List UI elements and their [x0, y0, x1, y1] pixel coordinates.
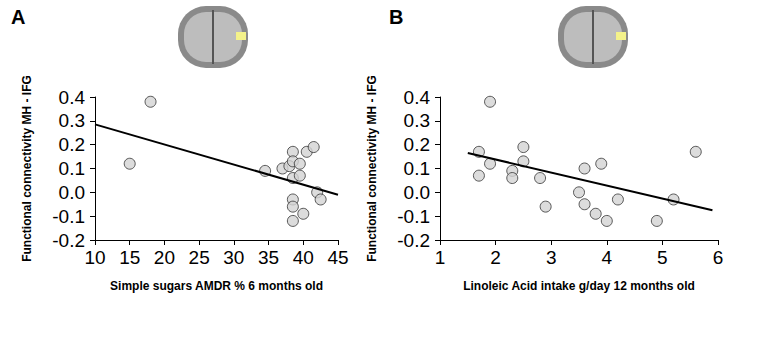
svg-text:0.2: 0.2	[59, 134, 85, 155]
svg-text:Functional connectivity MH - I: Functional connectivity MH - IFG	[20, 75, 34, 262]
svg-text:0.1: 0.1	[59, 158, 85, 179]
svg-text:20: 20	[154, 247, 175, 268]
svg-text:Linoleic Acid intake g/day 12: Linoleic Acid intake g/day 12 months old	[463, 279, 695, 293]
svg-text:5: 5	[657, 247, 668, 268]
svg-text:2: 2	[490, 247, 501, 268]
svg-text:-0.1: -0.1	[397, 206, 430, 227]
svg-text:10: 10	[84, 247, 105, 268]
svg-text:30: 30	[223, 247, 244, 268]
svg-text:-0.1: -0.1	[52, 206, 85, 227]
svg-text:0.1: 0.1	[404, 158, 430, 179]
svg-text:6: 6	[713, 247, 724, 268]
svg-text:A: A	[11, 6, 25, 28]
svg-text:1: 1	[435, 247, 446, 268]
svg-text:0.3: 0.3	[404, 110, 430, 131]
svg-text:0.2: 0.2	[404, 134, 430, 155]
svg-text:0.0: 0.0	[404, 182, 430, 203]
svg-text:3: 3	[546, 247, 557, 268]
svg-text:0.4: 0.4	[59, 87, 86, 108]
svg-text:45: 45	[327, 247, 348, 268]
svg-text:-0.2: -0.2	[397, 230, 430, 251]
svg-text:Functional connectivity MH - I: Functional connectivity MH - IFG	[365, 75, 379, 262]
svg-text:0.4: 0.4	[404, 87, 431, 108]
svg-text:35: 35	[258, 247, 279, 268]
svg-text:25: 25	[189, 247, 210, 268]
svg-text:4: 4	[602, 247, 613, 268]
svg-text:15: 15	[119, 247, 140, 268]
svg-text:B: B	[389, 6, 403, 28]
svg-text:0.3: 0.3	[59, 110, 85, 131]
svg-text:-0.2: -0.2	[52, 230, 85, 251]
svg-text:0.0: 0.0	[59, 182, 85, 203]
svg-text:40: 40	[293, 247, 314, 268]
svg-text:Simple sugars AMDR % 6 months: Simple sugars AMDR % 6 months old	[110, 279, 323, 293]
